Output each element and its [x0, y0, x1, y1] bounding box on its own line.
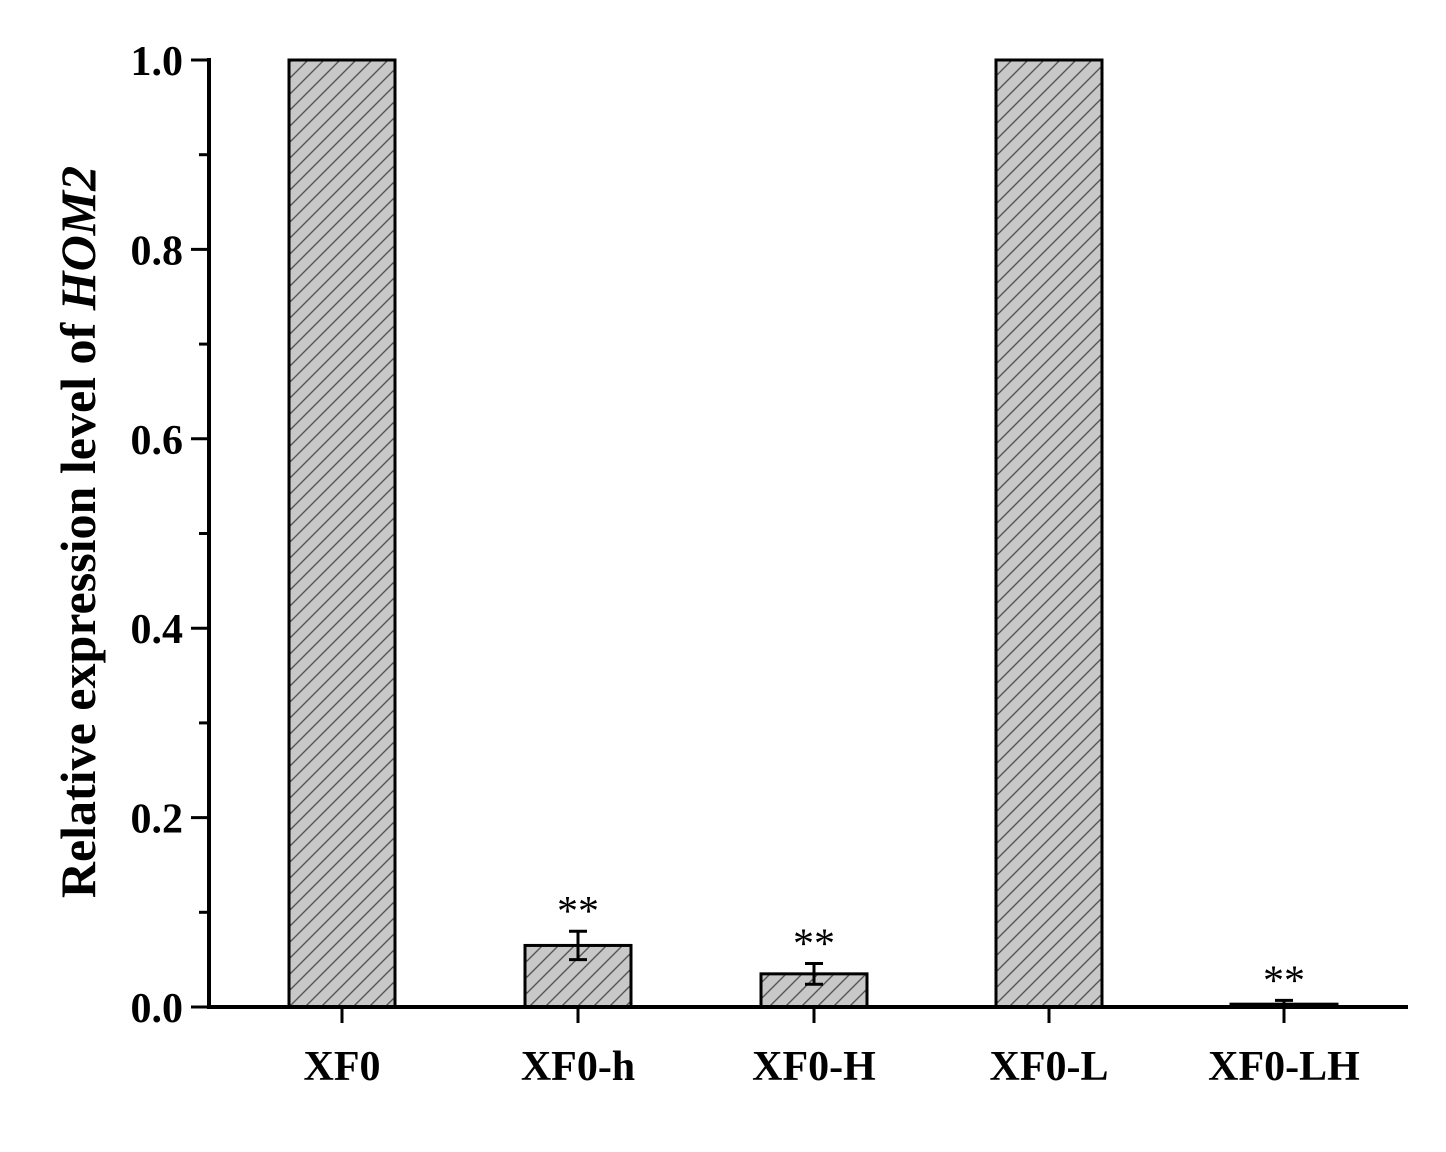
x-tick-label: XF0-LH [1208, 1044, 1360, 1090]
bar-xf0-l [994, 58, 1104, 1009]
y-tick-label: 0.4 [131, 607, 184, 653]
error-bars-group [569, 929, 1293, 1009]
y-tick-label: 0.2 [131, 797, 184, 843]
bars-group [287, 58, 1339, 1009]
axes-group [191, 58, 1408, 1023]
x-tick-label: XF0-L [990, 1044, 1109, 1090]
y-axis-title: Relative expression level of HOM2 [50, 166, 106, 898]
significance-marker: ** [793, 921, 835, 967]
y-axis-title-prefix: Relative expression level of [50, 310, 106, 898]
y-tick-label: 0.0 [131, 986, 184, 1032]
significance-marker: ** [557, 889, 599, 935]
y-tick-label: 0.8 [131, 228, 184, 274]
bar-xf0 [287, 58, 397, 1009]
significance-marker: ** [1263, 958, 1305, 1004]
y-tick-label: 1.0 [131, 39, 184, 85]
x-tick-label: XF0 [304, 1044, 381, 1090]
x-tick-label: XF0-h [521, 1044, 635, 1090]
labels-group: XF0 ** XF0-h ** XF0-H XF0-L ** XF0-LH 0.0 0.2 0.4 0… [131, 39, 1360, 1090]
x-tick-label: XF0-H [752, 1044, 876, 1090]
y-axis-title-gene: HOM2 [50, 166, 106, 311]
y-tick-label: 0.6 [131, 418, 184, 464]
